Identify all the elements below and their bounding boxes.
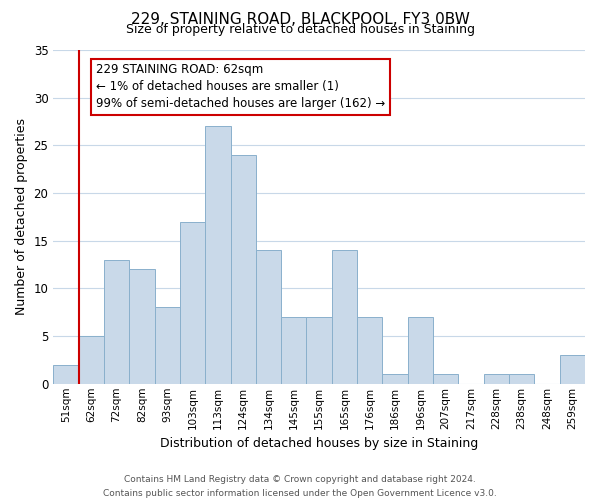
Bar (256, 250, 281, 384)
Text: Contains HM Land Registry data © Crown copyright and database right 2024.
Contai: Contains HM Land Registry data © Crown c… (103, 476, 497, 498)
Bar (509, 374, 535, 384)
Bar (433, 374, 458, 384)
Bar (484, 374, 509, 384)
Bar (205, 126, 230, 384)
Bar (281, 317, 307, 384)
Bar (155, 308, 180, 384)
Bar (357, 317, 382, 384)
Bar (53, 364, 79, 384)
Bar (560, 355, 585, 384)
Text: 229 STAINING ROAD: 62sqm
← 1% of detached houses are smaller (1)
99% of semi-det: 229 STAINING ROAD: 62sqm ← 1% of detache… (96, 64, 385, 110)
Bar (129, 270, 155, 384)
Bar (230, 155, 256, 384)
Bar (307, 317, 332, 384)
Bar (408, 317, 433, 384)
Bar (180, 222, 205, 384)
Text: 229, STAINING ROAD, BLACKPOOL, FY3 0BW: 229, STAINING ROAD, BLACKPOOL, FY3 0BW (131, 12, 469, 28)
Bar (79, 336, 104, 384)
Bar (382, 374, 408, 384)
Bar (332, 250, 357, 384)
Y-axis label: Number of detached properties: Number of detached properties (15, 118, 28, 316)
Text: Size of property relative to detached houses in Staining: Size of property relative to detached ho… (125, 22, 475, 36)
Bar (104, 260, 129, 384)
X-axis label: Distribution of detached houses by size in Staining: Distribution of detached houses by size … (160, 437, 478, 450)
